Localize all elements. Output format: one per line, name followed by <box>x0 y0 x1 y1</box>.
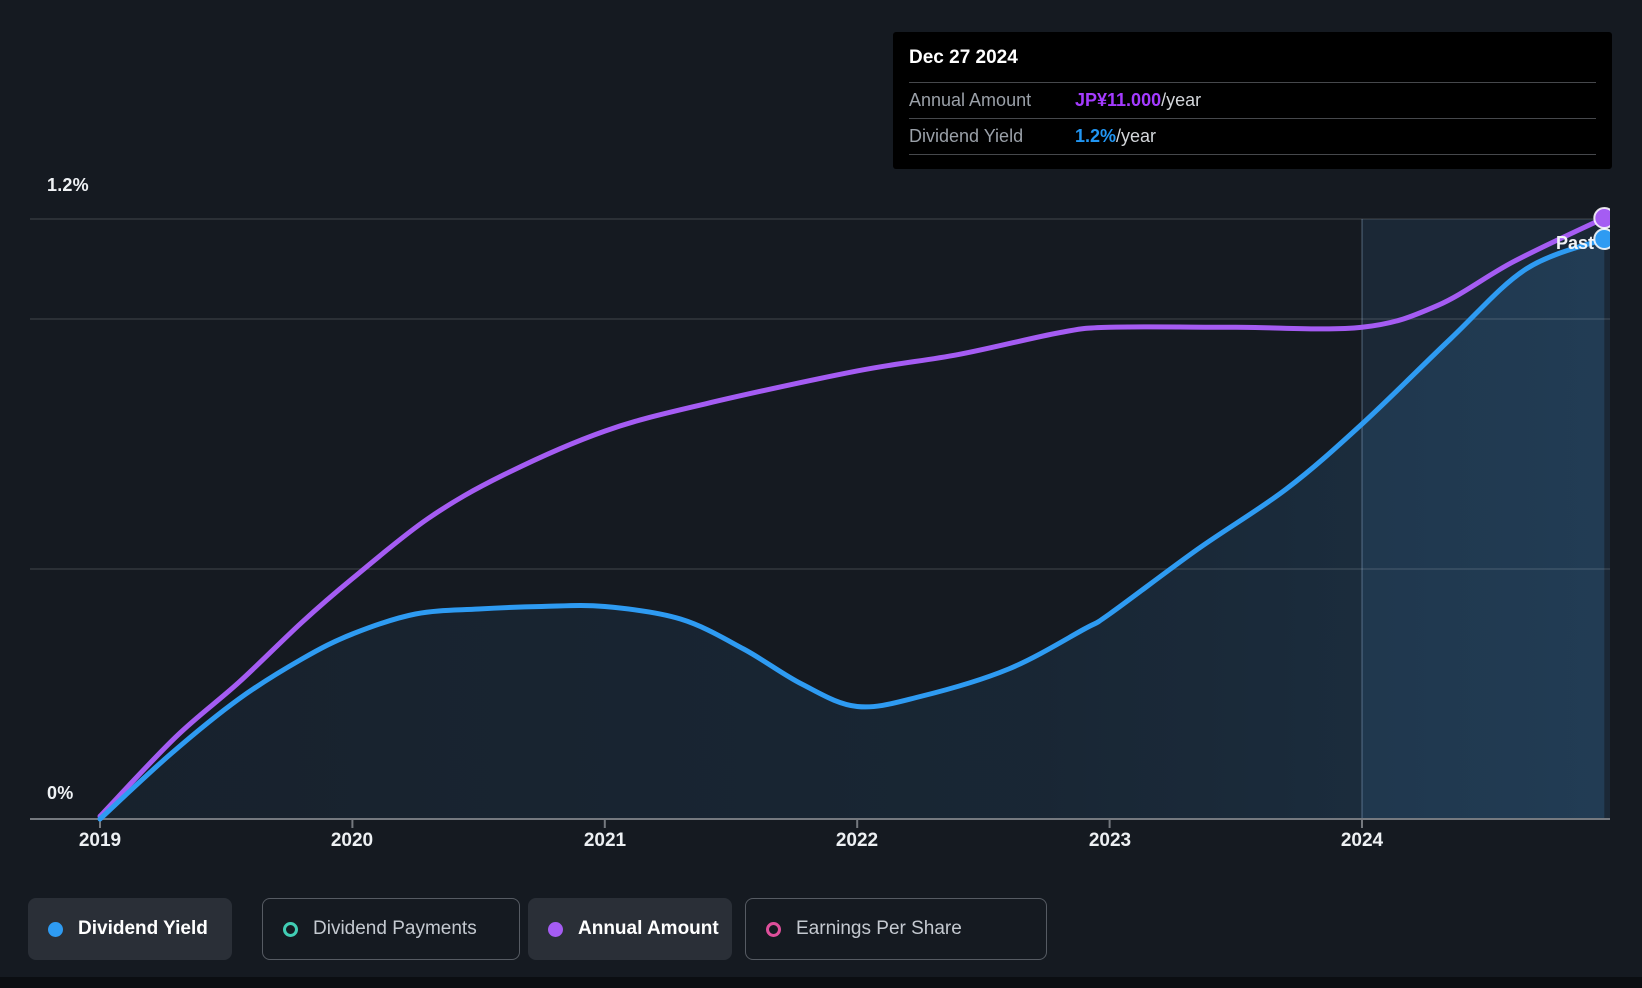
hover-tooltip: Dec 27 2024 Annual Amount JP¥11.000 /yea… <box>893 32 1612 169</box>
tooltip-row-value: JP¥11.000 <box>1075 90 1162 110</box>
legend-toggle-dividend-payments[interactable]: Dividend Payments <box>262 898 520 960</box>
series-dot-icon <box>48 921 63 937</box>
y-axis-max-label: 1.2% <box>47 175 89 195</box>
panel-bottom-edge <box>0 977 1642 988</box>
tooltip-date: Dec 27 2024 <box>909 32 1596 83</box>
legend-label: Dividend Yield <box>78 918 208 939</box>
series-ring-icon <box>766 921 781 937</box>
x-axis-year-label: 2019 <box>78 830 122 851</box>
past-region-label: Past <box>1555 233 1594 253</box>
legend-toggle-annual-amount[interactable]: Annual Amount <box>528 898 732 960</box>
tooltip-row-suffix: /year <box>1116 126 1157 146</box>
series-dot-icon <box>548 921 563 937</box>
tooltip-row-value: 1.2% <box>1075 126 1117 146</box>
x-axis-year-label: 2023 <box>1088 830 1132 851</box>
tooltip-row-annual-amount: Annual Amount JP¥11.000 /year <box>909 83 1596 119</box>
tooltip-row-label: Annual Amount <box>909 90 1032 110</box>
tooltip-row-label: Dividend Yield <box>909 126 1024 146</box>
legend-label: Dividend Payments <box>313 918 477 939</box>
legend-label: Annual Amount <box>578 918 719 939</box>
legend-toggle-earnings-per-share[interactable]: Earnings Per Share <box>745 898 1047 960</box>
y-axis-zero-label: 0% <box>47 783 74 803</box>
series-ring-icon <box>283 921 298 937</box>
legend-toggle-dividend-yield[interactable]: Dividend Yield <box>28 898 232 960</box>
x-axis-year-label: 2022 <box>835 830 879 851</box>
legend-label: Earnings Per Share <box>796 918 962 939</box>
tooltip-row-dividend-yield: Dividend Yield 1.2% /year <box>909 119 1596 155</box>
x-axis-year-label: 2020 <box>330 830 374 851</box>
tooltip-row-suffix: /year <box>1161 90 1202 110</box>
x-axis-year-label: 2024 <box>1340 830 1384 851</box>
x-axis-year-label: 2021 <box>583 830 627 851</box>
